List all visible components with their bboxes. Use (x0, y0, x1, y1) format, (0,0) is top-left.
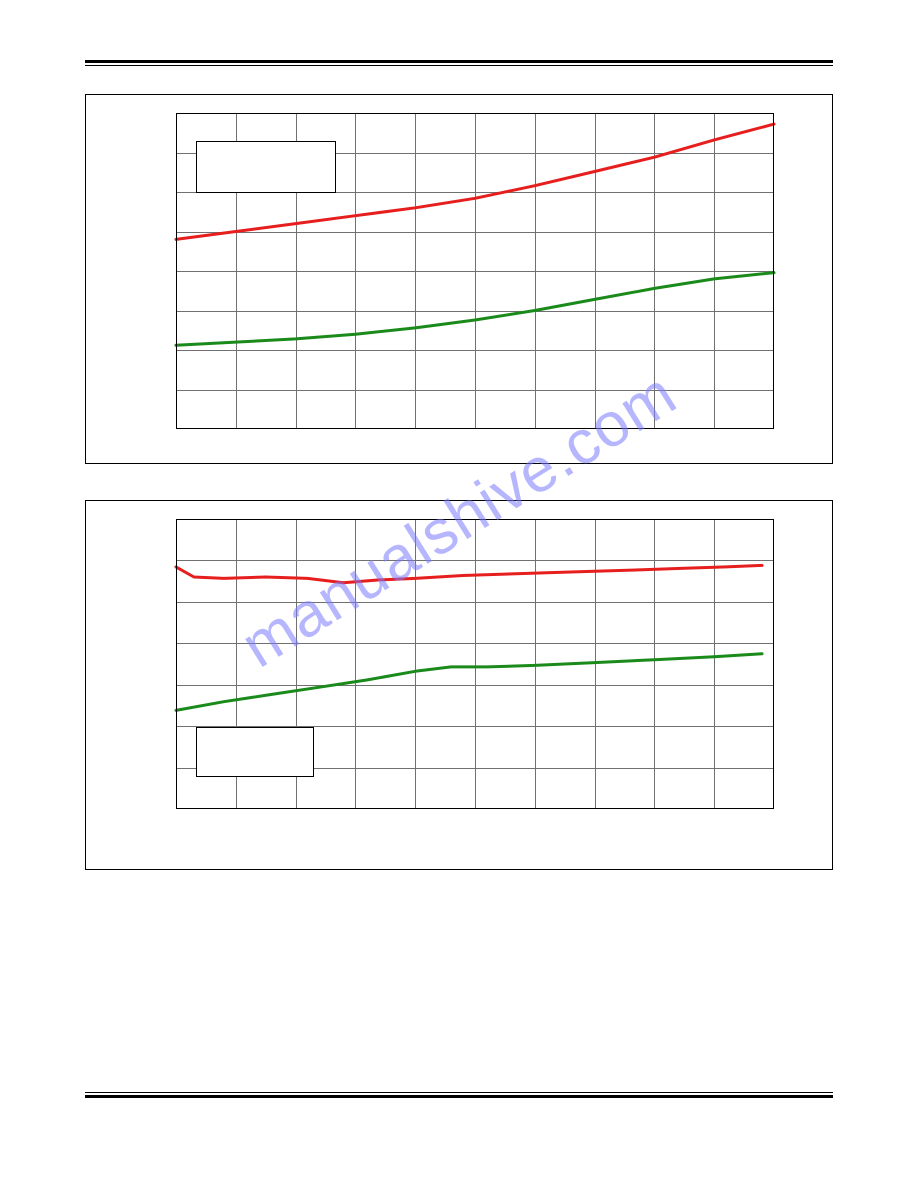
chart-bottom-frame (85, 500, 833, 870)
series-green (176, 273, 774, 346)
chart-top-plot (176, 113, 774, 429)
chart-bottom-plot (176, 519, 774, 809)
top-rule (85, 60, 833, 66)
page: manualshive.com (0, 0, 918, 1188)
bottom-rule (85, 1092, 833, 1098)
chart-top-legend-box (196, 141, 336, 193)
chart-bottom-legend-box (196, 727, 314, 777)
series-green (176, 654, 762, 711)
series-red (176, 565, 762, 582)
chart-top-frame (85, 94, 833, 464)
